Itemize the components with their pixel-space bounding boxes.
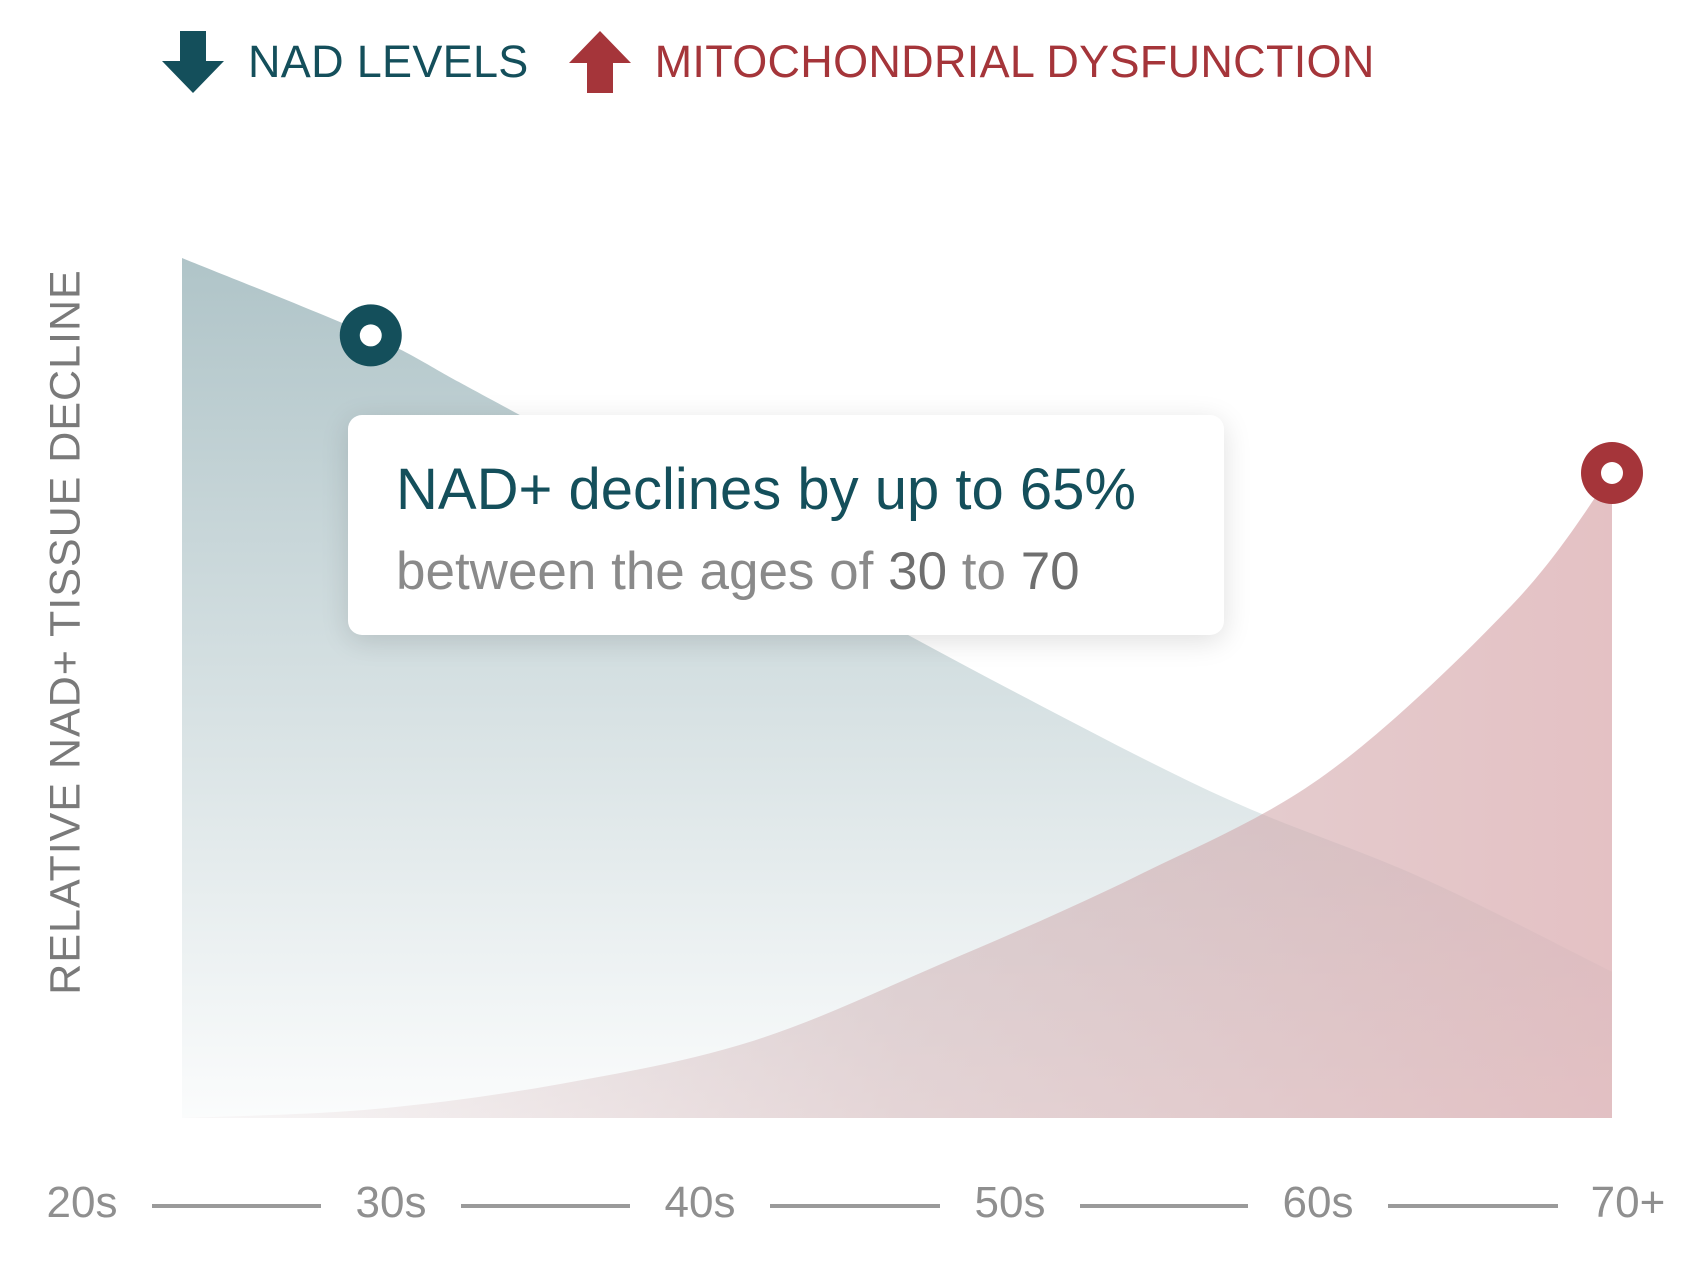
arrow-up-icon — [568, 31, 631, 93]
legend-label-nad-levels: NAD LEVELS — [248, 36, 529, 87]
legend-item-mitochondrial-dysfunction: MITOCHONDRIAL DYSFUNCTION — [567, 29, 1375, 95]
callout-subline-text: between the ages of — [396, 542, 889, 601]
marker-center-mitochondrial-dysfunction — [1601, 462, 1623, 484]
callout-headline-text: NAD+ declines by up to — [396, 457, 1020, 522]
x-tick-label-20s: 20s — [46, 1178, 118, 1227]
callout-age-from: 30 — [888, 542, 948, 601]
x-tick-label-50s: 50s — [974, 1178, 1046, 1227]
series-markers — [339, 304, 1643, 504]
series-area-mitochondrial-dysfunction — [182, 473, 1612, 1118]
callout-subline-mid: to — [947, 542, 1021, 601]
callout-age-to: 70 — [1020, 542, 1080, 601]
x-tick-label-70plus: 70+ — [1590, 1178, 1666, 1227]
legend-label-mitochondrial-dysfunction: MITOCHONDRIAL DYSFUNCTION — [654, 36, 1375, 87]
legend-item-nad-levels: NAD LEVELS — [160, 29, 529, 95]
x-tick-label-60s: 60s — [1282, 1178, 1354, 1227]
callout-card: NAD+ declines by up to 65% between the a… — [348, 415, 1224, 635]
marker-center-nad-levels — [359, 324, 382, 347]
callout-headline: NAD+ declines by up to 65% — [396, 449, 1224, 531]
arrow-down-icon — [162, 31, 224, 93]
callout-subline: between the ages of 30 to 70 — [396, 531, 1224, 613]
x-tick-label-40s: 40s — [664, 1178, 736, 1227]
callout-percent: 65% — [1019, 457, 1136, 522]
x-tick-label-30s: 30s — [355, 1178, 427, 1227]
legend: NAD LEVELS MITOCHONDRIAL DYSFUNCTION — [160, 22, 1413, 102]
